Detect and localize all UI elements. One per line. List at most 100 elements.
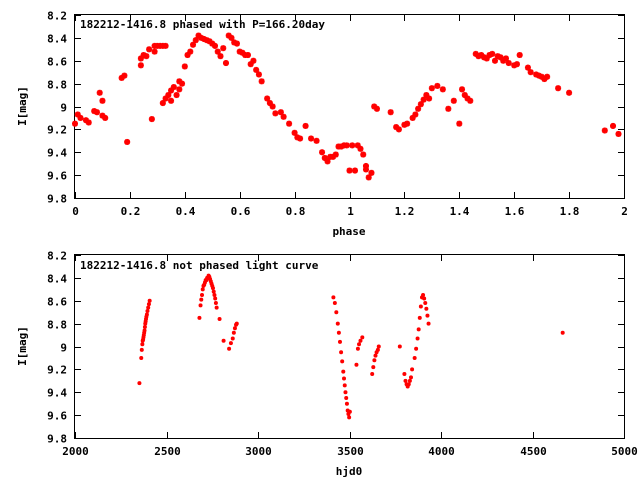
bottom-data-point [403, 378, 408, 383]
top-x-tick-label: 1 [347, 205, 354, 218]
top-data-point [137, 55, 144, 62]
top-x-tick-label: 1.2 [395, 205, 415, 218]
bottom-data-point [146, 302, 151, 307]
top-data-point [214, 48, 221, 55]
bottom-data-point [228, 341, 233, 346]
top-data-point [404, 120, 411, 127]
top-data-point [412, 111, 419, 118]
top-plot-frame [74, 14, 625, 199]
top-data-point [159, 100, 166, 107]
top-data-point [244, 52, 251, 59]
top-data-point [524, 64, 531, 71]
top-data-point [211, 42, 218, 49]
top-data-point [343, 142, 350, 149]
top-data-point [319, 149, 326, 156]
bottom-data-point [147, 298, 152, 303]
bottom-y-tick-label: 9.8 [47, 433, 67, 446]
bottom-data-point [412, 355, 417, 360]
bottom-data-point [415, 336, 420, 341]
top-data-point [434, 82, 441, 89]
bottom-data-point [424, 306, 429, 311]
top-data-point [148, 116, 155, 123]
top-data-point [280, 113, 287, 120]
top-data-points [72, 32, 622, 181]
bottom-data-point [406, 382, 411, 387]
top-data-point [173, 92, 180, 99]
bottom-data-point [342, 376, 347, 381]
bottom-data-point [343, 390, 348, 395]
bottom-data-point [423, 301, 428, 306]
top-data-point [368, 169, 375, 176]
top-data-point [313, 137, 320, 144]
bottom-data-point [340, 359, 345, 364]
top-data-point [170, 84, 177, 91]
top-data-point [302, 122, 309, 129]
top-data-point [85, 119, 92, 126]
bottom-data-point [142, 325, 147, 330]
top-data-point [491, 57, 498, 64]
top-x-tick-label: 2 [621, 205, 628, 218]
top-x-tick-label: 1.6 [505, 205, 525, 218]
top-y-tick-label: 8.4 [47, 33, 67, 46]
top-data-point [615, 130, 622, 137]
top-data-point [102, 114, 109, 121]
bottom-data-point [213, 301, 218, 306]
top-data-point [351, 167, 358, 174]
bottom-data-point [200, 287, 205, 292]
top-data-point [192, 37, 199, 44]
bottom-data-point [199, 297, 204, 302]
top-data-point [233, 40, 240, 47]
bottom-data-point [418, 304, 423, 309]
top-data-point [297, 135, 304, 142]
bottom-data-point [210, 286, 215, 291]
bottom-data-point [407, 378, 412, 383]
bottom-data-point [414, 346, 419, 351]
bottom-data-point [139, 355, 144, 360]
bottom-y-tick-label: 9.6 [47, 410, 67, 423]
top-data-point [77, 114, 84, 121]
bottom-data-point [212, 293, 217, 298]
top-y-tick-label: 9.6 [47, 170, 67, 183]
bottom-data-point [421, 293, 426, 298]
top-chart-title: 182212-1416.8 phased with P=166.20day [80, 18, 325, 31]
bottom-data-points [137, 273, 565, 420]
bottom-data-point [335, 321, 340, 326]
bottom-data-point [140, 342, 145, 347]
bottom-data-point [422, 296, 427, 301]
top-data-point [360, 151, 367, 158]
top-y-tick-label: 8.6 [47, 56, 67, 69]
top-data-point [420, 96, 427, 103]
top-data-point [250, 57, 257, 64]
top-panel: 182212-1416.8 phased with P=166.20day ph… [16, 10, 628, 239]
top-data-point [467, 97, 474, 104]
top-data-point [143, 53, 150, 60]
top-data-point [426, 95, 433, 102]
top-data-point [176, 86, 183, 93]
top-data-point [601, 127, 608, 134]
bottom-data-point [347, 415, 352, 420]
bottom-x-tick-label: 2500 [154, 445, 181, 458]
top-data-point [168, 97, 175, 104]
bottom-data-point [213, 296, 218, 301]
bottom-plot-frame [74, 254, 625, 439]
bottom-data-point [410, 367, 415, 372]
bottom-chart-title: 182212-1416.8 not phased light curve [80, 259, 319, 272]
top-data-point [165, 92, 172, 99]
top-x-tick-label: 0.8 [286, 205, 306, 218]
top-data-point [96, 89, 103, 96]
top-x-tick-label: 0.4 [176, 205, 196, 218]
top-x-axis-label: phase [332, 225, 365, 238]
top-axis-ticks: 0 0.2 0.4 0.6 0.8 1 1.2 1.4 1.6 1.8 2 8.2 8.4 8.6 8.8 9… [47, 10, 628, 219]
bottom-data-point [234, 321, 239, 326]
bottom-data-point [137, 381, 142, 386]
top-y-tick-label: 8.2 [47, 10, 67, 23]
top-data-point [357, 145, 364, 152]
top-data-point [272, 110, 279, 117]
bottom-data-point [145, 309, 150, 314]
top-y-axis-label: I[mag] [16, 86, 29, 126]
bottom-data-point [146, 305, 151, 310]
top-data-point [502, 55, 509, 62]
bottom-data-point [211, 289, 216, 294]
bottom-data-point [339, 350, 344, 355]
top-data-point [162, 42, 169, 49]
